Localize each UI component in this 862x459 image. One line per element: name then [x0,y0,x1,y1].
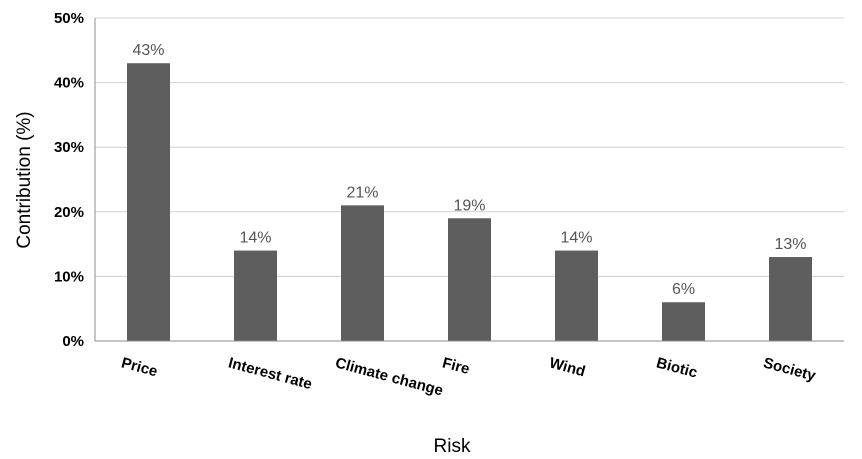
y-axis-tick-labels: 0% 10% 20% 30% 40% 50% [54,10,84,350]
y-tick-label: 50% [54,10,84,27]
bar [769,257,812,341]
bars [127,63,812,341]
gridlines [95,17,844,277]
bar [127,63,170,341]
x-tick-label: Interest rate [226,354,313,393]
x-tick-label: Biotic [654,354,699,381]
data-label: 21% [346,184,378,201]
data-labels: 43% 14% 21% 19% 14% 6% 13% [132,42,806,298]
y-tick-label: 20% [54,204,84,221]
bar [448,218,491,341]
y-tick-label: 40% [54,75,84,92]
bar [341,205,384,341]
bar [234,250,277,341]
bar [555,250,598,341]
data-label: 19% [453,197,485,214]
bar [662,302,705,341]
y-tick-label: 10% [54,268,84,285]
x-tick-label: Wind [547,354,587,380]
x-tick-label: Fire [440,354,471,378]
data-label: 43% [132,42,164,59]
data-label: 14% [560,230,592,247]
data-label: 14% [239,230,271,247]
data-label: 13% [774,236,806,253]
y-tick-label: 0% [62,333,84,350]
x-tick-label: Price [119,354,159,380]
x-tick-label: Climate change [333,354,444,399]
x-axis-title: Risk [434,436,471,457]
data-label: 6% [672,281,695,298]
y-tick-label: 30% [54,139,84,156]
y-axis-title: Contribution (%) [14,111,35,248]
x-tick-label: Society [761,354,818,384]
